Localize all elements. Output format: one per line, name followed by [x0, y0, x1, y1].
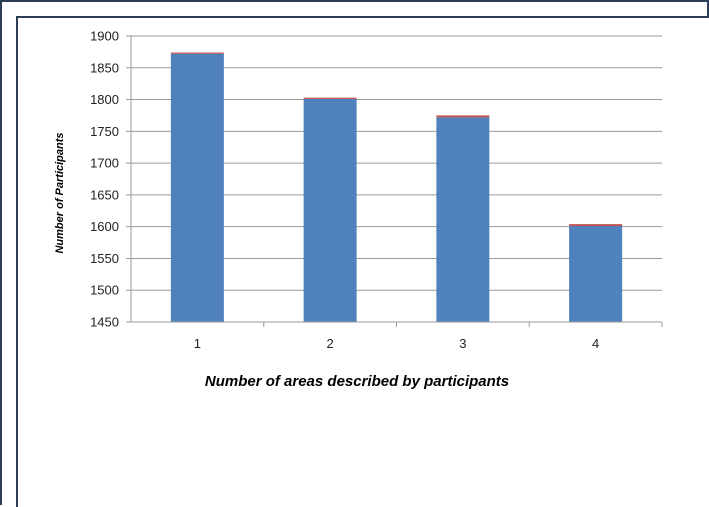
y-tick-label: 1600: [90, 219, 119, 234]
x-tick-label: 1: [194, 336, 201, 351]
y-tick-label: 1900: [90, 29, 119, 44]
bar-4: [569, 226, 622, 322]
bar-1: [171, 54, 224, 322]
y-tick-label: 1450: [90, 315, 119, 330]
bar-top-segment-3: [436, 115, 489, 117]
bar-3: [436, 117, 489, 322]
x-tick-label: 4: [592, 336, 599, 351]
x-tick-label: 2: [327, 336, 334, 351]
y-tick-labels: 1450 1500 1550 1600 1650 1700 1750 1800 1850 1900: [90, 29, 119, 330]
bar-top-segment-2: [304, 98, 357, 99]
bar-top-segment-4: [569, 224, 622, 226]
y-tick-label: 1700: [90, 156, 119, 171]
bar-top-segment-1: [171, 53, 224, 54]
x-tick-labels: 1 2 3 4: [194, 336, 599, 351]
y-tick-label: 1650: [90, 187, 119, 202]
y-tick-label: 1750: [90, 124, 119, 139]
bars: [171, 53, 622, 322]
y-tick-label: 1500: [90, 283, 119, 298]
bar-2: [304, 99, 357, 322]
x-tick-label: 3: [459, 336, 466, 351]
x-axis-title: Number of areas described by participant…: [205, 373, 509, 390]
y-axis-title: Number of Participants: [54, 132, 66, 253]
y-tick-label: 1850: [90, 60, 119, 75]
y-tick-label: 1800: [90, 92, 119, 107]
y-tick-label: 1550: [90, 251, 119, 266]
